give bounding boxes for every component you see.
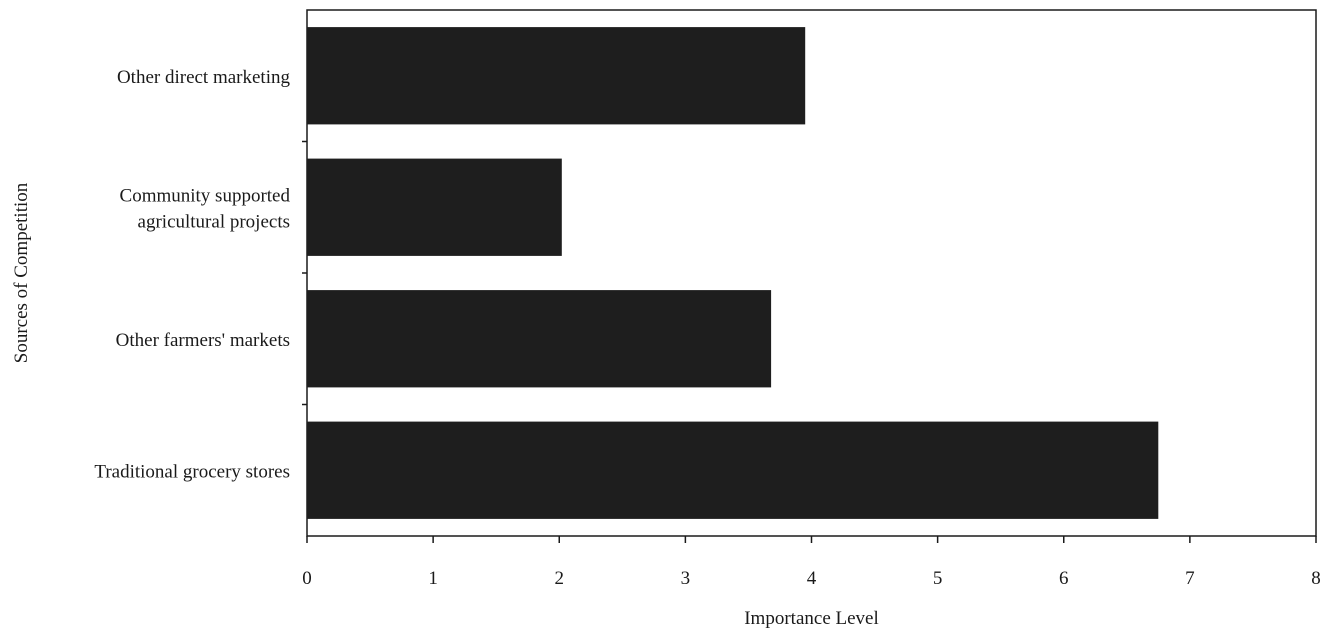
x-tick-label-2: 2: [555, 568, 565, 589]
category-label-0: Other direct marketing: [117, 67, 291, 88]
x-tick-label-7: 7: [1185, 568, 1195, 589]
category-label-2: Other farmers' markets: [116, 330, 290, 351]
x-tick-label-5: 5: [933, 568, 943, 589]
bar-3: [307, 421, 1159, 519]
x-tick-label-6: 6: [1059, 568, 1069, 589]
category-label-3: Traditional grocery stores: [94, 461, 290, 482]
x-axis-title: Importance Level: [744, 608, 879, 629]
bar-1: [307, 158, 562, 256]
bar-2: [307, 290, 772, 388]
category-label-1-line-0: Community supported: [120, 185, 291, 206]
x-tick-label-8: 8: [1311, 568, 1321, 589]
category-labels-group: Other direct marketing Community supporte…: [94, 67, 291, 482]
x-tick-label-4: 4: [807, 568, 817, 589]
category-label-1-line-1: agricultural projects: [138, 211, 290, 232]
x-tick-label-0: 0: [302, 568, 312, 589]
ticks-group: 0 1 2 3 4 5 6 7 8: [302, 140, 1321, 589]
x-tick-label-3: 3: [681, 568, 691, 589]
x-tick-label-1: 1: [428, 568, 438, 589]
bars-group: [307, 27, 1159, 519]
bar-0: [307, 27, 806, 125]
y-axis-title: Sources of Competition: [11, 182, 32, 363]
